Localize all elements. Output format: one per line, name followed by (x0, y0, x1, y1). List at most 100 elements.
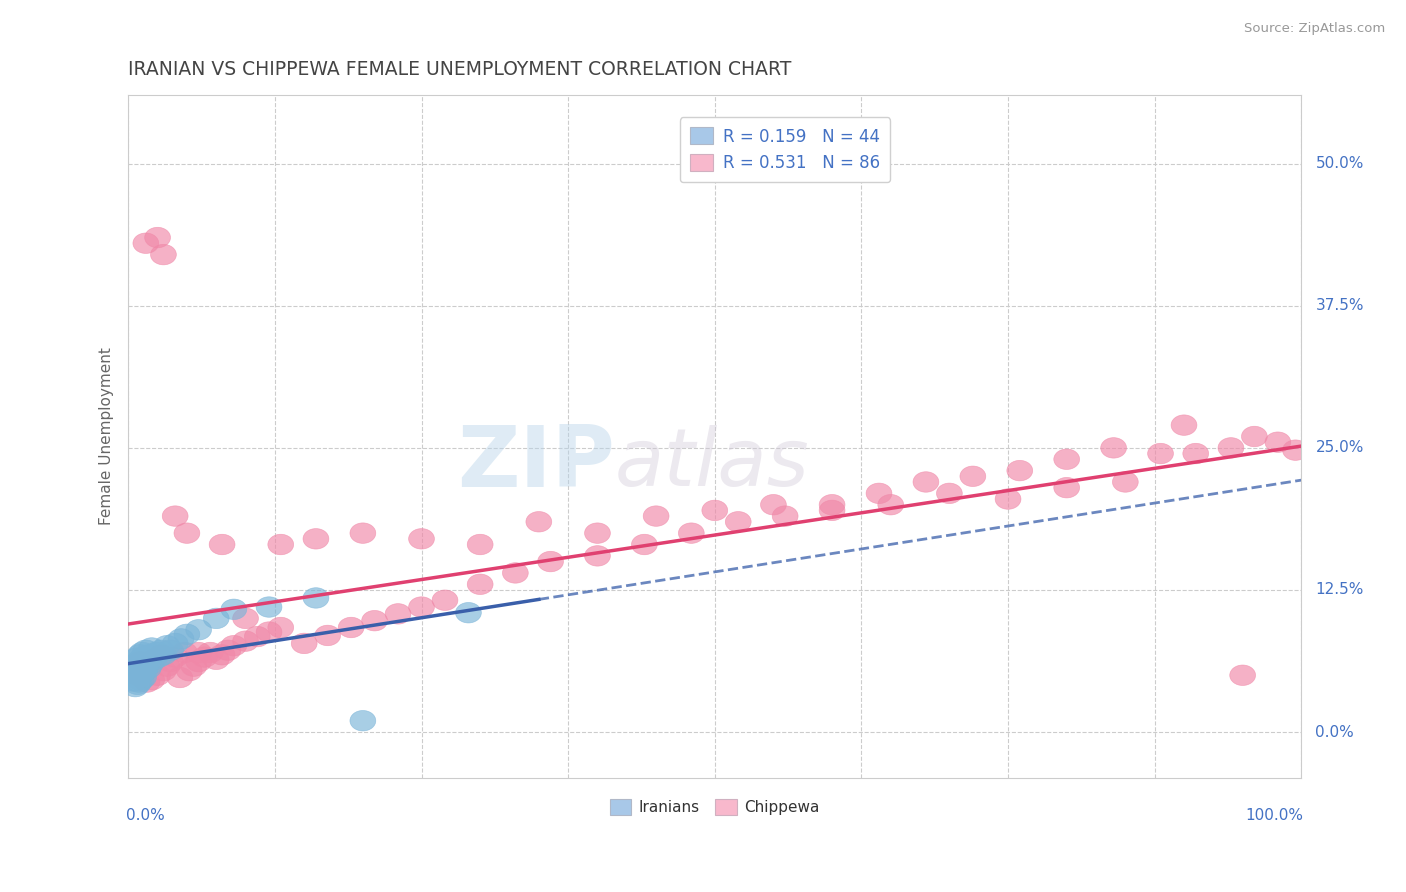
Ellipse shape (128, 649, 155, 670)
Ellipse shape (221, 599, 246, 620)
Ellipse shape (1147, 443, 1174, 464)
Text: 50.0%: 50.0% (1316, 156, 1364, 171)
Ellipse shape (169, 629, 194, 649)
Ellipse shape (128, 670, 155, 690)
Ellipse shape (1171, 415, 1197, 435)
Text: 37.5%: 37.5% (1316, 298, 1364, 313)
Text: 0.0%: 0.0% (127, 808, 165, 823)
Ellipse shape (772, 506, 799, 526)
Ellipse shape (1101, 438, 1126, 458)
Ellipse shape (121, 663, 148, 683)
Ellipse shape (132, 658, 157, 679)
Ellipse shape (127, 665, 153, 685)
Ellipse shape (936, 483, 962, 504)
Text: 100.0%: 100.0% (1246, 808, 1303, 823)
Ellipse shape (136, 645, 162, 665)
Ellipse shape (141, 649, 167, 670)
Ellipse shape (820, 500, 845, 521)
Ellipse shape (134, 672, 160, 692)
Ellipse shape (315, 625, 340, 646)
Ellipse shape (866, 483, 891, 504)
Ellipse shape (725, 511, 751, 532)
Ellipse shape (157, 640, 183, 660)
Ellipse shape (120, 659, 145, 680)
Ellipse shape (134, 640, 159, 660)
Ellipse shape (1282, 440, 1309, 460)
Ellipse shape (679, 523, 704, 543)
Ellipse shape (526, 511, 551, 532)
Ellipse shape (186, 642, 211, 663)
Text: 0.0%: 0.0% (1316, 724, 1354, 739)
Ellipse shape (131, 667, 156, 688)
Ellipse shape (197, 642, 224, 663)
Ellipse shape (585, 523, 610, 543)
Ellipse shape (174, 624, 200, 645)
Ellipse shape (127, 672, 152, 692)
Ellipse shape (385, 604, 411, 624)
Ellipse shape (256, 597, 283, 617)
Ellipse shape (127, 651, 153, 672)
Ellipse shape (643, 506, 669, 526)
Ellipse shape (1218, 438, 1244, 458)
Ellipse shape (131, 647, 156, 667)
Ellipse shape (134, 651, 160, 672)
Ellipse shape (204, 649, 229, 670)
Ellipse shape (537, 551, 564, 572)
Ellipse shape (409, 529, 434, 549)
Ellipse shape (1112, 472, 1139, 492)
Ellipse shape (134, 233, 159, 253)
Text: ZIP: ZIP (457, 422, 614, 505)
Ellipse shape (456, 602, 481, 623)
Ellipse shape (304, 529, 329, 549)
Ellipse shape (761, 494, 786, 515)
Text: 25.0%: 25.0% (1316, 441, 1364, 456)
Ellipse shape (1265, 432, 1291, 452)
Ellipse shape (125, 656, 150, 676)
Ellipse shape (145, 665, 170, 685)
Ellipse shape (209, 534, 235, 555)
Ellipse shape (139, 638, 165, 658)
Ellipse shape (221, 635, 246, 656)
Ellipse shape (129, 667, 155, 688)
Ellipse shape (912, 472, 939, 492)
Ellipse shape (129, 663, 155, 683)
Text: atlas: atlas (614, 425, 810, 503)
Ellipse shape (129, 642, 155, 663)
Ellipse shape (585, 546, 610, 566)
Ellipse shape (134, 656, 159, 676)
Ellipse shape (1053, 477, 1080, 498)
Ellipse shape (155, 656, 180, 676)
Ellipse shape (995, 489, 1021, 509)
Ellipse shape (291, 633, 318, 654)
Ellipse shape (124, 648, 149, 668)
Ellipse shape (146, 647, 172, 667)
Ellipse shape (960, 466, 986, 486)
Y-axis label: Female Unemployment: Female Unemployment (100, 348, 114, 525)
Ellipse shape (1053, 449, 1080, 469)
Ellipse shape (172, 642, 197, 663)
Ellipse shape (204, 608, 229, 629)
Ellipse shape (1182, 443, 1209, 464)
Ellipse shape (877, 494, 904, 515)
Ellipse shape (350, 523, 375, 543)
Ellipse shape (148, 640, 174, 660)
Ellipse shape (502, 563, 529, 583)
Ellipse shape (186, 620, 211, 640)
Text: Source: ZipAtlas.com: Source: ZipAtlas.com (1244, 22, 1385, 36)
Ellipse shape (141, 649, 167, 670)
Ellipse shape (350, 711, 375, 731)
Ellipse shape (820, 494, 845, 515)
Ellipse shape (181, 656, 207, 676)
Ellipse shape (162, 633, 188, 654)
Ellipse shape (138, 654, 163, 674)
Ellipse shape (125, 674, 150, 695)
Ellipse shape (122, 676, 148, 697)
Ellipse shape (1230, 665, 1256, 685)
Ellipse shape (132, 660, 157, 681)
Ellipse shape (150, 645, 176, 665)
Ellipse shape (631, 534, 657, 555)
Ellipse shape (127, 645, 153, 665)
Ellipse shape (174, 523, 200, 543)
Ellipse shape (155, 635, 180, 656)
Ellipse shape (120, 671, 146, 691)
